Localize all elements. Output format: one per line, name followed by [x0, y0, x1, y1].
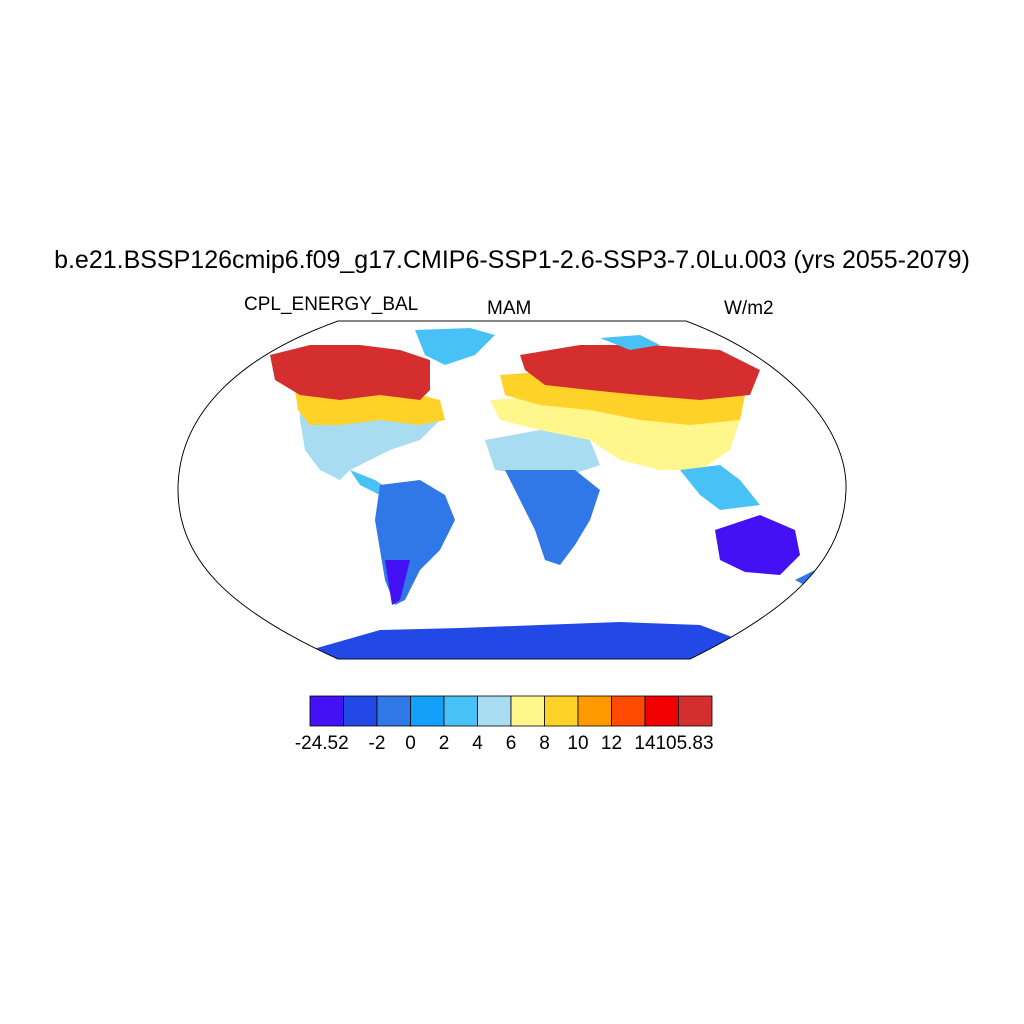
colorbar-swatch-7: [544, 695, 579, 727]
arctic-islands: [600, 335, 660, 350]
colorbar-swatch-3: [410, 695, 445, 727]
colorbar-tick-label: 12: [600, 733, 623, 754]
colorbar-swatch-0: [309, 695, 344, 727]
colorbar-tick-label: -24.52: [294, 733, 349, 754]
colorbar-tick-label: 0: [405, 733, 416, 754]
colorbar-swatch-5: [477, 695, 512, 727]
plot-title: b.e21.BSSP126cmip6.f09_g17.CMIP6-SSP1-2.…: [54, 246, 970, 274]
eurasia-north: [520, 345, 760, 400]
colorbar-tick-label: 4: [472, 733, 483, 754]
colorbar-swatch-6: [510, 695, 545, 727]
colorbar-swatch-4: [443, 695, 478, 727]
colorbar-tick-label: -2: [368, 733, 386, 754]
colorbar-swatch-9: [611, 695, 646, 727]
units-label: W/m2: [724, 298, 774, 319]
colorbar-tick-label: 10: [567, 733, 589, 754]
colorbar-swatch-10: [644, 695, 679, 727]
africa-south: [505, 470, 600, 565]
season-label: MAM: [487, 298, 532, 319]
colorbar-swatch-8: [577, 695, 612, 727]
australia: [715, 515, 800, 575]
variable-label: CPL_ENERGY_BAL: [244, 294, 419, 315]
colorbar-tick-label: 105.83: [655, 733, 714, 754]
colorbar-tick-label: 6: [505, 733, 517, 754]
colorbar-swatch-2: [376, 695, 411, 727]
north-america-north: [270, 345, 430, 400]
south-america-south: [385, 560, 410, 605]
antarctica: [300, 622, 740, 659]
colorbar-tick-label: 14: [634, 733, 656, 754]
colorbar-tick-label: 2: [438, 733, 450, 754]
africa-north: [485, 430, 600, 475]
greenland: [415, 328, 495, 365]
colorbar-swatch-11: [678, 695, 713, 727]
colorbar-swatch-1: [343, 695, 378, 727]
southeast-asia: [680, 465, 760, 510]
colorbar-tick-label: 8: [539, 733, 550, 754]
